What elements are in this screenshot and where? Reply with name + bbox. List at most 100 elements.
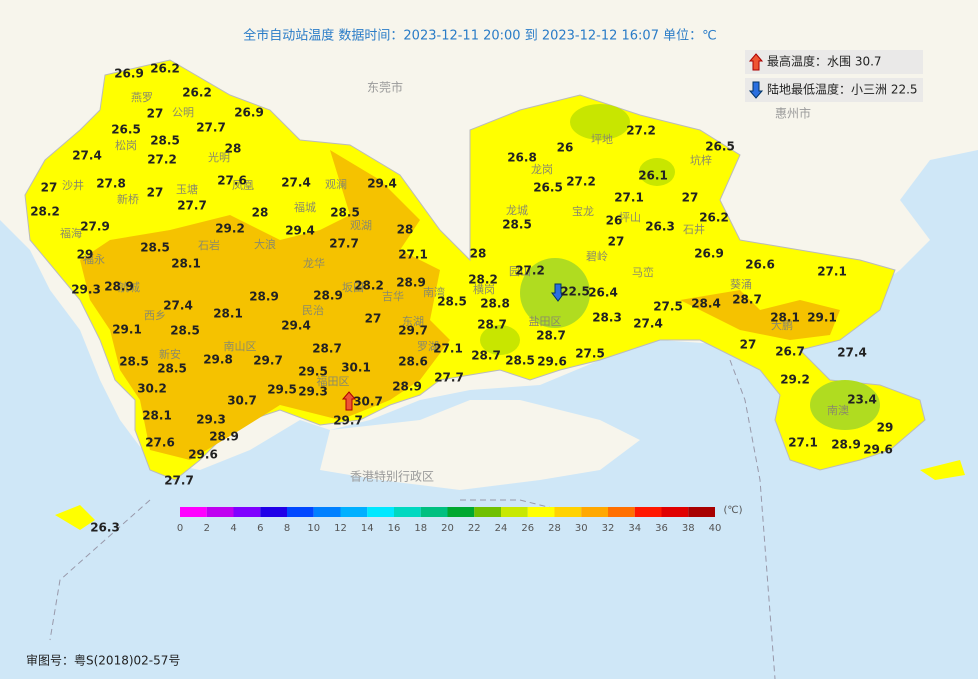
district-label: 宝龙 [572,204,594,218]
station-value: 29.3 [71,283,101,297]
station-value: 26.6 [745,258,775,272]
warm-zone [80,150,450,460]
station-value: 28.5 [150,134,180,148]
station-value: 26.4 [588,286,618,300]
district-label: 横岗 [473,282,495,296]
district-label: 园山 [509,265,531,278]
district-label: 观湖 [350,219,372,232]
station-value: 28.7 [732,293,762,307]
station-value: 27.2 [626,124,656,138]
scale-tick-label: 28 [548,523,561,534]
station-value: 28.4 [691,297,721,311]
region-label: 惠州市 [775,106,811,121]
min-marker [551,283,565,302]
scale-swatch [394,507,421,517]
district-label: 大鹏 [771,318,793,332]
station-value: 27 [147,107,164,121]
island [55,505,95,530]
station-value: 28.9 [392,380,422,394]
district-label: 坪山 [619,211,641,224]
station-value: 28.9 [249,290,279,304]
min-box [745,78,923,102]
station-value: 27 [147,186,164,200]
max-marker [341,391,357,411]
district-label: 玉塘 [176,182,198,196]
footer: 审图号：粤S(2018)02-57号 [26,653,180,668]
station-value: 27.7 [164,474,194,488]
district-label: 吉华 [382,289,404,303]
station-value: 29.4 [285,224,315,238]
scale-swatch [287,507,314,517]
station-value: 27.5 [653,300,683,314]
scale-swatch [447,507,475,517]
district-label: 葵涌 [730,278,752,291]
station-value: 27.2 [147,153,177,167]
district-label: 福田区 [317,374,350,388]
scale-tick-label: 38 [682,523,695,534]
station-value: 28.6 [398,355,428,369]
station-value: 27.4 [163,299,193,313]
station-value: 28.9 [313,289,343,303]
district-label: 盐田区 [529,315,562,328]
scale-tick-label: 26 [521,523,534,534]
scale-swatch [608,507,635,517]
station-value: 29.1 [807,311,837,325]
station-value: 28.5 [140,241,170,255]
scale-tick-label: 12 [334,523,347,534]
warm-zone [680,290,840,340]
station-value: 28.5 [502,218,532,232]
district-label: 南山区 [224,340,257,353]
station-value: 29.7 [253,354,283,368]
station-value: 28.5 [119,355,149,369]
station-value: 26.7 [775,345,805,359]
district-label: 观澜 [325,177,347,191]
district-label: 凤凰 [232,179,254,192]
district-label: 碧岭 [586,249,608,263]
station-value: 29.8 [203,353,233,367]
station-value: 28.2 [468,273,498,287]
station-value: 27.1 [817,265,847,279]
district-label: 坑梓 [690,153,712,167]
station-value: 29.5 [267,383,297,397]
scale-swatch [313,507,341,517]
district-label: 龙岗 [531,163,553,176]
station-value: 28.9 [396,276,426,290]
max-box [745,50,923,74]
station-value: 26.5 [111,123,141,137]
scale-tick-label: 6 [257,523,263,534]
district-label: 新安 [159,347,181,361]
station-value: 23.4 [847,393,877,407]
station-value: 28.7 [312,342,342,356]
district-label: 石井 [683,222,705,236]
station-value: 26.8 [507,151,537,165]
island [920,460,965,480]
station-value: 27.7 [177,199,207,213]
station-value: 27.5 [575,347,605,361]
station-value: 30.7 [353,395,383,409]
station-value: 28.5 [170,324,200,338]
station-value: 30.2 [137,382,167,396]
district-label: 东湖 [402,315,424,328]
scale-tick-label: 8 [284,523,290,534]
station-value: 27 [682,191,699,205]
station-value: 28.1 [171,257,201,271]
scale-tick-label: 34 [628,523,641,534]
station-value: 27.7 [329,237,359,251]
scale-tick-label: 18 [414,523,427,534]
scale-swatch [688,507,715,517]
station-value: 28.3 [592,311,622,325]
station-value: 26.1 [638,169,668,183]
scale-swatch [180,507,207,517]
district-label: 燕罗 [131,91,153,104]
station-value: 28.9 [104,280,134,294]
station-value: 26.5 [533,181,563,195]
station-value: 26.3 [90,521,120,535]
district-label: 光明 [208,150,230,164]
station-value: 28.5 [157,362,187,376]
max-icon [748,53,764,71]
station-value: 26 [557,141,574,155]
station-value: 26.2 [182,86,212,100]
district-label: 福海 [60,226,82,240]
boundary [460,499,561,511]
scale-swatch [474,507,501,517]
